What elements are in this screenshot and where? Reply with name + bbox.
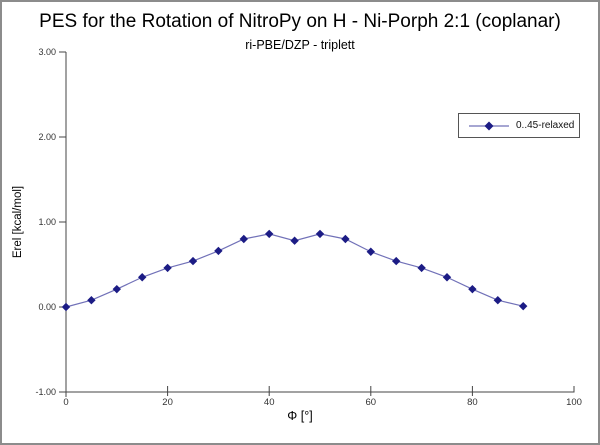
data-point-marker — [112, 284, 121, 294]
data-point-marker — [214, 246, 223, 256]
x-tick-label: 100 — [566, 397, 582, 408]
data-point-marker — [163, 263, 172, 273]
data-point-marker — [392, 256, 401, 266]
data-point-marker — [265, 229, 274, 239]
data-point-marker — [315, 229, 325, 239]
y-tick-label: 0.00 — [38, 302, 56, 312]
data-point-marker — [493, 296, 502, 305]
legend-entry-label: 0..45-relaxed — [516, 120, 575, 131]
x-tick-label: 20 — [162, 397, 173, 408]
data-point-marker — [290, 236, 299, 245]
x-axis-line — [66, 386, 575, 393]
data-point-marker — [87, 296, 96, 305]
y-tick-label: 2.00 — [38, 132, 56, 142]
data-point-marker — [366, 247, 375, 256]
x-axis-label: Φ [°] — [287, 409, 313, 423]
y-axis-label: Erel [kcal/mol] — [12, 185, 24, 259]
legend-box: 0..45-relaxed — [458, 113, 580, 138]
data-point-marker — [442, 273, 452, 282]
x-tick-label: 60 — [366, 397, 377, 408]
x-tick-label: 0 — [63, 397, 68, 408]
data-point-marker — [341, 234, 350, 244]
data-point-marker — [188, 256, 198, 266]
data-point-marker — [239, 234, 248, 244]
data-point-marker — [138, 273, 147, 282]
y-tick-label: 1.00 — [38, 217, 56, 227]
y-tick-label: -1.00 — [35, 387, 56, 397]
x-tick-label: 40 — [264, 397, 275, 408]
chart-title: PES for the Rotation of NitroPy on H - N… — [39, 11, 561, 32]
chart-subtitle: ri-PBE/DZP - triplett — [245, 38, 355, 52]
data-point-marker — [519, 301, 528, 311]
data-point-marker — [61, 302, 71, 312]
data-point-marker — [417, 263, 426, 273]
data-point-marker — [468, 284, 477, 294]
x-tick-label: 80 — [467, 397, 478, 408]
y-tick-label: 3.00 — [38, 47, 56, 57]
legend-key-line — [469, 121, 509, 130]
